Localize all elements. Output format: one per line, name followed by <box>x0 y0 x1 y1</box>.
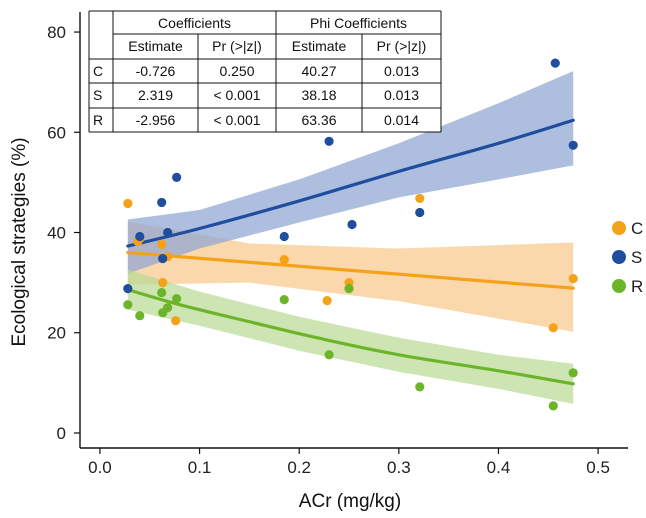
data-point-c <box>171 316 181 326</box>
table-group-header: Phi Coefficients <box>310 15 407 31</box>
data-point-s <box>163 227 173 238</box>
data-point-r <box>123 300 133 310</box>
x-axis-title: ACr (mg/kg) <box>299 491 401 512</box>
x-tick-label: 0.2 <box>287 458 311 477</box>
table-group-header: Coefficients <box>158 15 231 31</box>
x-tick-label: 0.1 <box>188 458 212 477</box>
table-sub-header: Pr (>|z|) <box>212 38 262 54</box>
confidence-band-s <box>127 71 574 274</box>
x-tick-label: 0.5 <box>586 458 610 477</box>
table-row-label: S <box>93 87 102 103</box>
data-point-r <box>548 401 558 411</box>
axes: 0.0 0.1 0.2 0.3 0.4 0.5 0 20 40 60 80 ACr (mg/kg) Ec… <box>9 12 628 512</box>
table-cell: 0.013 <box>384 87 419 103</box>
y-tick-label: 80 <box>47 23 66 42</box>
data-point-s <box>568 140 578 150</box>
data-point-r <box>163 303 173 313</box>
data-point-r <box>415 382 425 392</box>
data-point-s <box>415 207 425 218</box>
data-point-r <box>157 288 167 298</box>
data-point-s <box>347 219 357 230</box>
confidence-bands <box>127 71 574 404</box>
data-point-c <box>415 193 425 204</box>
legend-label-r: R <box>631 277 643 296</box>
data-point-c <box>548 323 558 333</box>
data-point-c <box>123 198 133 209</box>
legend-label-s: S <box>631 248 642 267</box>
data-point-r <box>135 311 145 321</box>
data-points <box>123 58 578 411</box>
table-cell: < 0.001 <box>213 112 260 128</box>
data-point-r <box>568 368 578 378</box>
legend-swatch-c <box>612 221 626 235</box>
data-point-c <box>157 239 167 250</box>
data-point-r <box>279 295 289 305</box>
table-row-label: R <box>93 112 103 128</box>
table-cell: 63.36 <box>301 112 336 128</box>
confidence-band-r <box>127 269 574 404</box>
table-cell: -0.726 <box>136 63 176 79</box>
table-sub-header: Pr (>|z|) <box>377 38 427 54</box>
legend-swatch-r <box>612 279 626 293</box>
table-sub-header: Estimate <box>292 38 347 54</box>
y-tick-label: 40 <box>47 224 66 243</box>
data-point-s <box>157 197 167 208</box>
table-cell: 2.319 <box>138 87 173 103</box>
data-point-s <box>550 58 560 68</box>
confidence-band-c <box>127 221 574 332</box>
table-cell: 0.013 <box>384 63 419 79</box>
table-sub-header: Estimate <box>128 38 183 54</box>
data-point-s <box>123 284 133 294</box>
x-tick-label: 0.3 <box>387 458 411 477</box>
table-cell: 0.014 <box>384 112 419 128</box>
fit-line-c <box>126 250 575 290</box>
legend: CSR <box>612 219 643 296</box>
data-point-r <box>344 284 354 294</box>
table-cell: 0.250 <box>219 63 254 79</box>
data-point-s <box>279 231 289 242</box>
table-cell: 38.18 <box>301 87 336 103</box>
data-point-c <box>568 274 578 284</box>
table-row-label: C <box>93 63 103 79</box>
y-axis-title: Ecological strategies (%) <box>9 137 30 346</box>
legend-swatch-s <box>612 250 626 264</box>
x-tick-label: 0.4 <box>487 458 511 477</box>
table-cell: < 0.001 <box>213 87 260 103</box>
y-tick-label: 0 <box>57 424 66 443</box>
x-tick-label: 0.0 <box>88 458 112 477</box>
data-point-s <box>172 172 182 182</box>
table-cell: -2.956 <box>136 112 176 128</box>
coefficient-table: Coefficients Phi Coefficients Estimate Pr (… <box>88 10 442 133</box>
table-cell: 40.27 <box>301 63 336 79</box>
data-point-s <box>158 253 168 264</box>
data-point-s <box>324 136 334 146</box>
data-point-r <box>324 350 334 360</box>
fit-lines <box>126 118 575 386</box>
data-point-c <box>279 254 289 265</box>
table-background <box>89 11 441 132</box>
data-point-s <box>135 231 145 242</box>
data-point-r <box>172 294 182 304</box>
y-tick-label: 60 <box>47 123 66 142</box>
data-point-c <box>322 296 332 306</box>
y-tick-label: 20 <box>47 324 66 343</box>
data-point-c <box>158 278 168 288</box>
fit-line-s <box>126 118 575 248</box>
fit-line-r <box>126 288 575 386</box>
legend-label-c: C <box>631 219 643 238</box>
